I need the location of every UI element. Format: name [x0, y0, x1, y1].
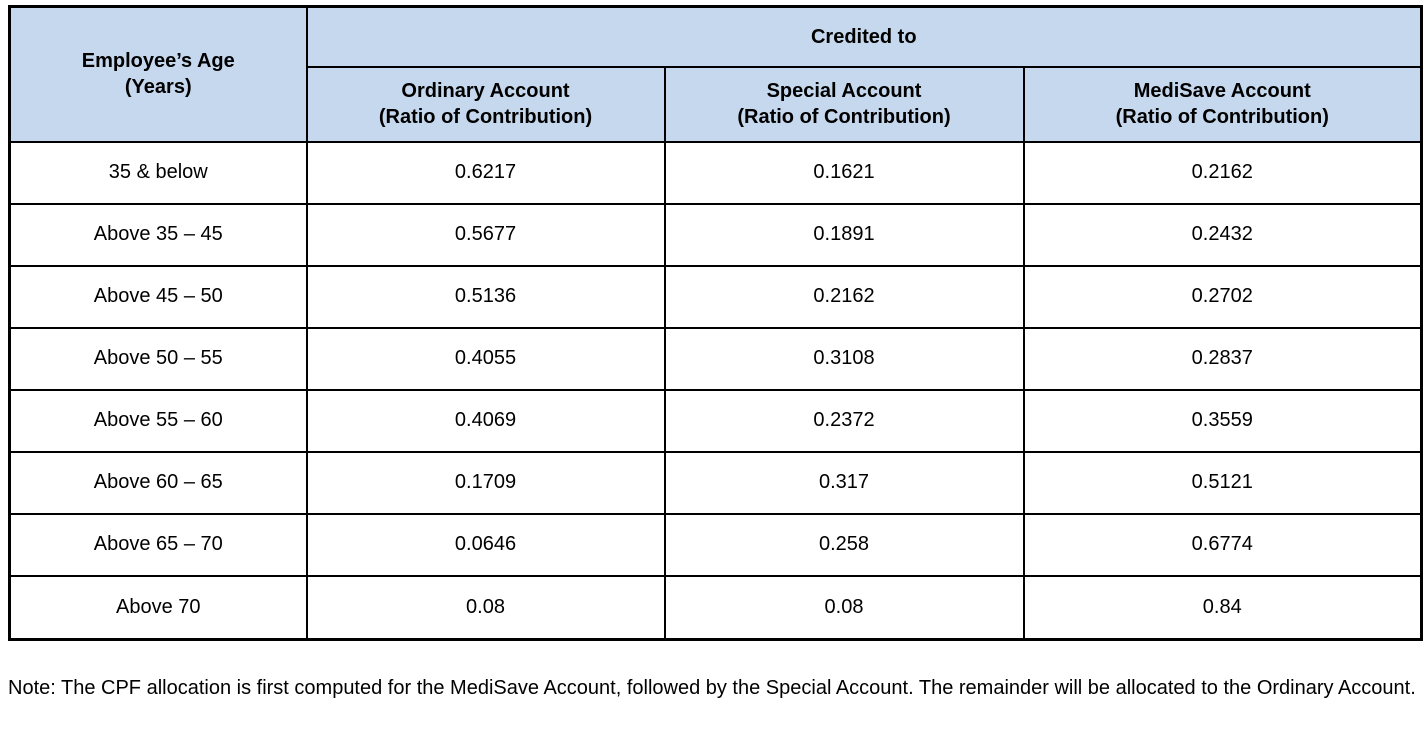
age-cell: Above 45 – 50 [8, 264, 308, 329]
table-row: 35 & below 0.6217 0.1621 0.2162 [8, 140, 1423, 205]
ordinary-ratio-cell: 0.5136 [305, 264, 666, 329]
table-row: Above 60 – 65 0.1709 0.317 0.5121 [8, 450, 1423, 515]
table-row: Above 65 – 70 0.0646 0.258 0.6774 [8, 512, 1423, 577]
note-text: Note: The CPF allocation is first comput… [8, 677, 1416, 699]
header-row-sub: Ordinary Account (Ratio of Contribution)… [10, 65, 1423, 143]
ordinary-ratio-cell: 0.1709 [305, 450, 666, 515]
medisave-ratio-cell: 0.2162 [1022, 140, 1423, 205]
age-cell: Above 70 [8, 574, 308, 641]
medisave-ratio-cell: 0.2432 [1022, 202, 1423, 267]
ordinary-ratio-cell: 0.4069 [305, 388, 666, 453]
table-row: Above 45 – 50 0.5136 0.2162 0.2702 [8, 264, 1423, 329]
medisave-ratio-cell: 0.84 [1022, 574, 1423, 641]
medisave-ratio-cell: 0.5121 [1022, 450, 1423, 515]
age-cell: Above 35 – 45 [8, 202, 308, 267]
medisave-account-header: MediSave Account (Ratio of Contribution) [1022, 65, 1423, 143]
header-row-top: Employee’s Age (Years) Credited to [8, 5, 1423, 143]
age-cell: 35 & below [8, 140, 308, 205]
age-cell: Above 65 – 70 [8, 512, 308, 577]
ordinary-ratio-cell: 0.5677 [305, 202, 666, 267]
ordinary-ratio-cell: 0.08 [305, 574, 666, 641]
special-ratio-cell: 0.08 [663, 574, 1025, 641]
special-ratio-cell: 0.3108 [663, 326, 1025, 391]
ordinary-account-header: Ordinary Account (Ratio of Contribution) [305, 65, 666, 143]
table-row: Above 35 – 45 0.5677 0.1891 0.2432 [8, 202, 1423, 267]
special-ratio-cell: 0.317 [663, 450, 1025, 515]
special-ratio-cell: 0.2372 [663, 388, 1025, 453]
credited-to-header: Credited to [305, 5, 1423, 68]
medisave-ratio-cell: 0.2837 [1022, 326, 1423, 391]
cpf-allocation-table: Employee’s Age (Years) Credited to Ordin… [8, 5, 1424, 641]
age-cell: Above 55 – 60 [8, 388, 308, 453]
special-ratio-cell: 0.258 [663, 512, 1025, 577]
medisave-ratio-cell: 0.3559 [1022, 388, 1423, 453]
table-row: Above 70 0.08 0.08 0.84 [8, 574, 1423, 641]
table-row: Above 50 – 55 0.4055 0.3108 0.2837 [8, 326, 1423, 391]
age-column-header: Employee’s Age (Years) [8, 5, 308, 143]
table-row: Above 55 – 60 0.4069 0.2372 0.3559 [8, 388, 1423, 453]
special-ratio-cell: 0.1891 [663, 202, 1025, 267]
special-account-header: Special Account (Ratio of Contribution) [663, 65, 1025, 143]
medisave-ratio-cell: 0.6774 [1022, 512, 1423, 577]
ordinary-ratio-cell: 0.4055 [305, 326, 666, 391]
medisave-ratio-cell: 0.2702 [1022, 264, 1423, 329]
document-page: Employee’s Age (Years) Credited to Ordin… [8, 5, 1424, 699]
special-ratio-cell: 0.1621 [663, 140, 1025, 205]
age-cell: Above 60 – 65 [8, 450, 308, 515]
ordinary-ratio-cell: 0.6217 [305, 140, 666, 205]
special-ratio-cell: 0.2162 [663, 264, 1025, 329]
age-cell: Above 50 – 55 [8, 326, 308, 391]
ordinary-ratio-cell: 0.0646 [305, 512, 666, 577]
